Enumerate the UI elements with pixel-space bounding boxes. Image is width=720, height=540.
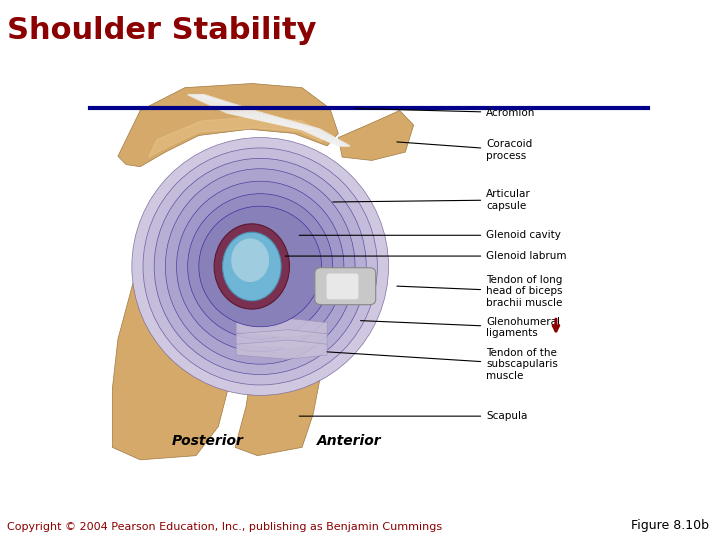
Text: Posterior: Posterior (171, 434, 243, 448)
Ellipse shape (214, 224, 289, 309)
Text: Articular
capsule: Articular capsule (333, 189, 531, 211)
Polygon shape (338, 111, 413, 160)
Text: Coracoid
process: Coracoid process (397, 139, 532, 161)
Text: Tendon of the
subscapularis
muscle: Tendon of the subscapularis muscle (327, 348, 558, 381)
Text: Tendon of long
head of biceps
brachii muscle: Tendon of long head of biceps brachii mu… (397, 275, 563, 308)
Polygon shape (118, 84, 338, 167)
Text: Acromion: Acromion (355, 107, 536, 118)
Text: Anterior: Anterior (317, 434, 382, 448)
Ellipse shape (222, 232, 281, 301)
Text: Glenohumeral
ligaments: Glenohumeral ligaments (361, 317, 560, 339)
Ellipse shape (154, 158, 366, 375)
Ellipse shape (188, 194, 333, 339)
Text: Glenoid labrum: Glenoid labrum (285, 251, 567, 261)
Text: Figure 8.10b: Figure 8.10b (631, 519, 709, 532)
Polygon shape (236, 340, 327, 359)
Text: Shoulder Stability: Shoulder Stability (7, 16, 317, 45)
Ellipse shape (176, 181, 344, 352)
Polygon shape (236, 319, 327, 337)
Text: Glenoid cavity: Glenoid cavity (300, 230, 561, 240)
Ellipse shape (199, 206, 322, 327)
Ellipse shape (166, 168, 355, 364)
Polygon shape (236, 329, 327, 348)
Ellipse shape (132, 138, 389, 395)
FancyBboxPatch shape (315, 268, 376, 305)
Ellipse shape (231, 238, 269, 282)
Text: Scapula: Scapula (300, 411, 528, 421)
Polygon shape (148, 117, 324, 157)
Text: Copyright © 2004 Pearson Education, Inc., publishing as Benjamin Cummings: Copyright © 2004 Pearson Education, Inc.… (7, 522, 442, 532)
Polygon shape (112, 177, 236, 460)
FancyBboxPatch shape (327, 274, 359, 299)
Ellipse shape (143, 148, 377, 385)
Polygon shape (235, 254, 333, 456)
Ellipse shape (223, 231, 245, 302)
